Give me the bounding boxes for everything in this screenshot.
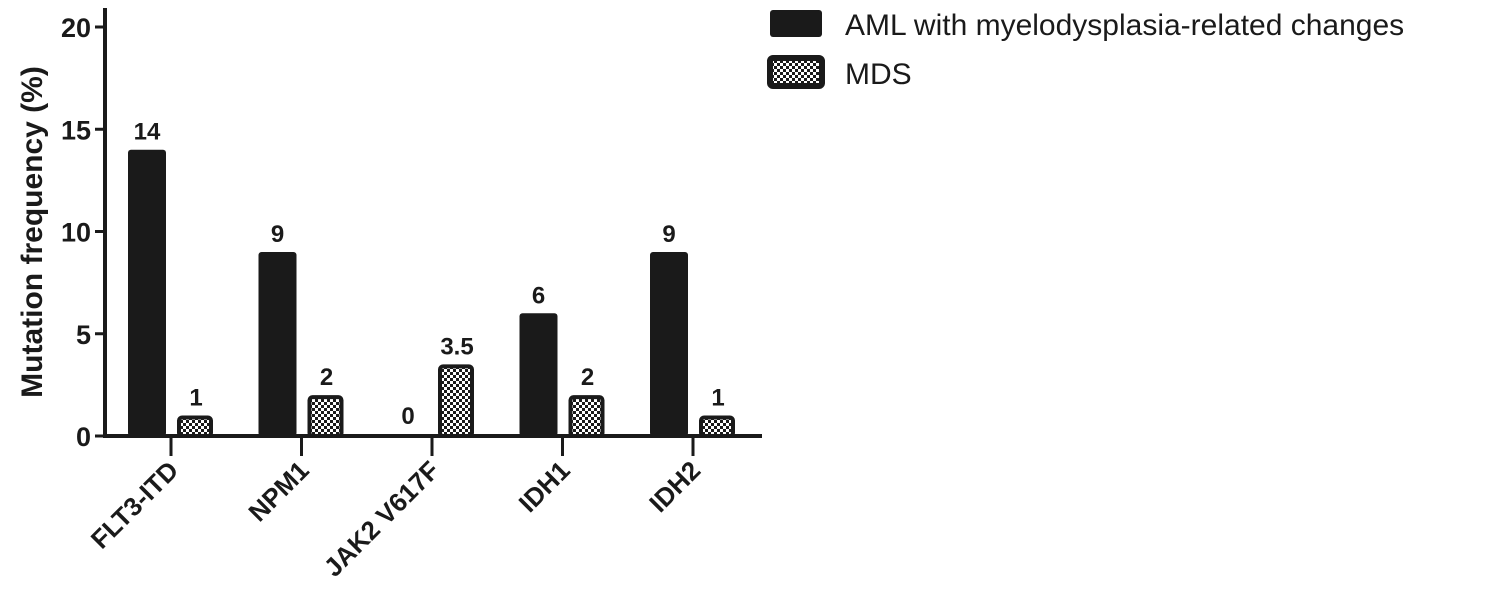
bar-mds [568, 395, 605, 439]
bar-aml [389, 434, 427, 436]
bar-aml [128, 149, 166, 436]
data-label: 2 [320, 364, 333, 391]
data-label: 2 [581, 364, 594, 391]
data-label: 0 [401, 403, 414, 430]
legend: AML with myelodysplasia-related changes … [767, 9, 1404, 91]
y-tick-label: 20 [61, 13, 91, 43]
bar-mds [699, 415, 735, 438]
data-label: 9 [271, 221, 284, 248]
legend-swatch-mds [767, 55, 825, 89]
bar-aml [650, 251, 688, 436]
y-tick-label: 5 [76, 320, 91, 350]
x-tick-label: NPM1 [242, 455, 314, 527]
y-tick-label: 0 [76, 422, 91, 452]
legend-swatch-aml [770, 10, 822, 37]
x-tick-label: FLT3-ITD [85, 455, 185, 555]
bar-mds [177, 415, 213, 438]
bar-mds [438, 364, 474, 438]
y-tick-label: 10 [61, 218, 91, 248]
bar-aml [258, 251, 297, 436]
data-label: 6 [532, 282, 545, 309]
data-label: 3.5 [440, 333, 473, 360]
x-tick-label: IDH1 [513, 455, 576, 518]
data-label: 1 [711, 385, 724, 412]
data-label: 1 [189, 385, 202, 412]
y-axis-title: Mutation frequency (%) [16, 66, 49, 398]
y-tick-label: 15 [61, 115, 91, 145]
data-label: 14 [134, 119, 161, 146]
x-tick-label: IDH2 [643, 455, 706, 518]
data-label: 9 [662, 221, 675, 248]
bar-mds [307, 395, 344, 439]
legend-label-mds: MDS [845, 58, 912, 91]
x-tick-label: JAK2 V617F [318, 455, 446, 583]
legend-label-aml: AML with myelodysplasia-related changes [845, 9, 1404, 42]
bar-aml [519, 313, 558, 436]
